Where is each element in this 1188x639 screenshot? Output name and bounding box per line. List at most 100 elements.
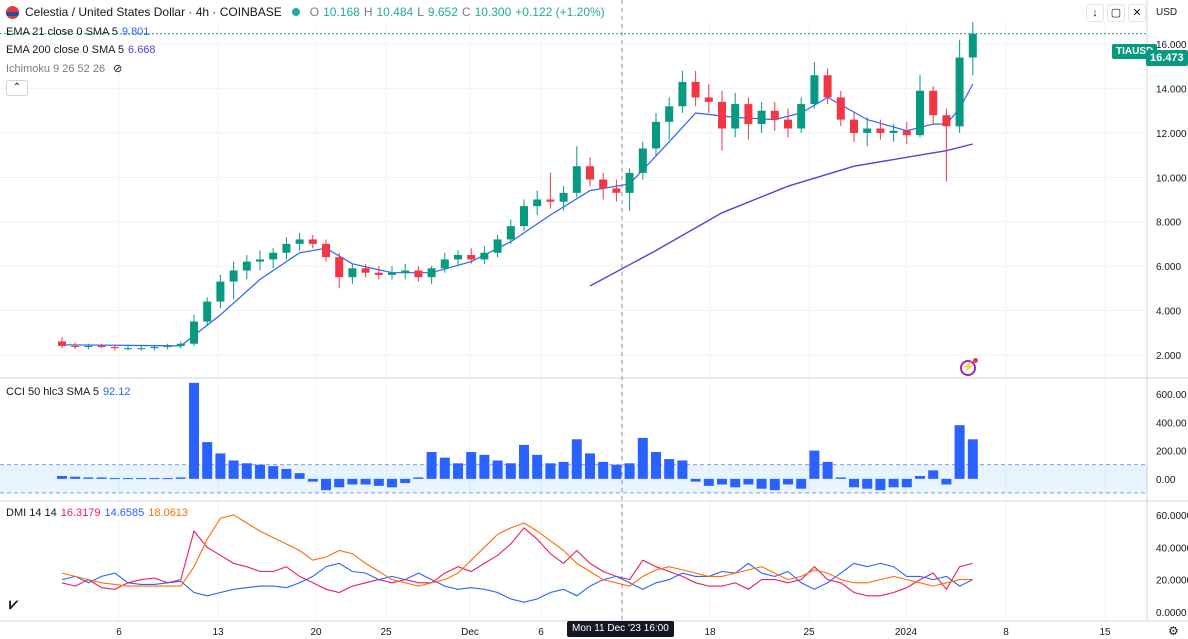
candle-body	[71, 345, 80, 348]
cci-bar	[413, 477, 424, 479]
axis-labels: 2.000 4.000 6.000 8.000 10.000 12.000 14.000 16…	[116, 40, 1188, 638]
cci-bar	[637, 437, 648, 479]
candle-body	[929, 90, 938, 116]
crosshair-time-label: Mon 11 Dec '23 16:00	[567, 621, 674, 637]
cci-bar	[822, 461, 833, 479]
cci-bar	[505, 463, 516, 479]
candle-body	[229, 270, 238, 282]
collapse-legend-button[interactable]: ⌃	[6, 80, 28, 96]
price-tick-label: 6.000	[1156, 262, 1181, 273]
cci-bar	[228, 460, 239, 479]
cci-bar	[175, 477, 186, 479]
candle-body	[256, 259, 264, 262]
candle-body	[586, 166, 594, 180]
time-tick-label: 2024	[895, 627, 918, 638]
pane-separators	[0, 0, 1188, 622]
cci-bar	[426, 452, 437, 479]
alert-flash-icon[interactable]: ⚡	[960, 358, 978, 376]
time-tick-label: 8	[1003, 627, 1009, 638]
cci-bar	[624, 463, 635, 479]
settings-gear-icon[interactable]: ⚙	[1168, 624, 1179, 638]
candle-body	[889, 130, 898, 133]
candle-body	[388, 272, 396, 275]
tradingview-logo-icon[interactable]: ⩗	[9, 596, 18, 613]
candle-body	[823, 75, 832, 98]
cci-bar	[479, 454, 490, 479]
cci-bar	[743, 478, 754, 485]
cci-bar	[651, 452, 661, 479]
candle-body	[401, 270, 410, 273]
candle-body	[612, 188, 621, 193]
price-tick-label: 16.000	[1156, 40, 1187, 51]
cci-bar	[281, 468, 292, 479]
cci-value: 92.12	[102, 386, 131, 398]
cci-bar	[809, 450, 820, 479]
candle-body	[137, 348, 146, 350]
candle-body	[348, 268, 357, 278]
candle-body	[454, 254, 462, 260]
candle-body	[559, 192, 568, 202]
cci-legend[interactable]: CCI 50 hlc3 SMA 5 92.12	[6, 386, 130, 398]
cci-bar	[215, 453, 226, 479]
time-tick-label: Dec	[461, 627, 479, 638]
cci-bar	[268, 466, 279, 479]
time-tick-label: 20	[310, 627, 322, 638]
close-pane-button[interactable]: ✕	[1128, 4, 1146, 22]
ohlc-open-label: O	[309, 5, 320, 19]
candle-body	[414, 270, 423, 278]
dmi-legend[interactable]: DMI 14 14 16.3179 14.6585 18.0613	[6, 507, 188, 519]
dmi-tick-label: 0.0000	[1156, 608, 1187, 619]
cci-bar	[677, 460, 688, 479]
time-tick-label: 25	[380, 627, 392, 638]
cci-bar	[360, 478, 371, 485]
currency-label[interactable]: USD	[1156, 7, 1178, 18]
cci-bar	[875, 478, 886, 491]
cci-bar	[954, 425, 965, 479]
cci-bar	[57, 476, 67, 479]
eye-hidden-icon[interactable]: ⊘	[113, 63, 123, 75]
cci-bar	[136, 478, 147, 480]
symbol-title[interactable]: Celestia / United States Dollar · 4h · C…	[25, 5, 282, 19]
candle-body	[665, 106, 674, 122]
time-tick-label: 18	[704, 627, 716, 638]
main-legend[interactable]: Celestia / United States Dollar · 4h · C…	[6, 5, 605, 19]
cci-bar	[756, 478, 767, 489]
candle-body	[493, 239, 502, 253]
dmi-tick-label: 60.0000	[1156, 511, 1188, 522]
dmi-adx-value: 18.0613	[148, 507, 189, 519]
time-tick-label: 13	[212, 627, 224, 638]
candle-body	[124, 348, 132, 350]
price-tick-label: 8.000	[1156, 218, 1181, 229]
ema200-legend[interactable]: EMA 200 close 0 SMA 5 6.668	[6, 44, 156, 56]
candle-body	[731, 104, 740, 129]
candle-body	[163, 345, 172, 348]
candle-body	[599, 179, 608, 189]
candle-body	[97, 345, 106, 348]
candle-body	[322, 243, 330, 258]
candle-body	[770, 110, 779, 120]
candle-body	[625, 172, 634, 193]
price-tick-label: 10.000	[1156, 173, 1187, 184]
dmi-tick-label: 20.0000	[1156, 576, 1188, 587]
ichimoku-legend[interactable]: Ichimoku 9 26 52 26 ⊘	[6, 62, 123, 76]
cci-bar	[558, 461, 569, 479]
candle-body	[916, 90, 924, 136]
candle-body	[863, 128, 872, 133]
maximize-pane-button[interactable]: ▢	[1107, 4, 1125, 22]
market-status-dot-icon	[291, 8, 300, 16]
cci-bar	[519, 444, 529, 479]
candle-body	[850, 119, 858, 133]
arrow-down-button[interactable]: ↓	[1086, 4, 1104, 22]
candle-body	[836, 97, 845, 120]
cci-bar	[373, 478, 384, 486]
ohlc-close-value: 10.300	[474, 5, 512, 19]
ema21-legend[interactable]: EMA 21 close 0 SMA 5 9.801	[6, 26, 149, 38]
cci-bar	[862, 478, 873, 489]
ohlc-low-value: 9.652	[427, 5, 458, 19]
dmi-tick-label: 40.0000	[1156, 543, 1188, 554]
cci-bar	[123, 478, 133, 480]
candle-body	[308, 239, 317, 244]
cci-bar	[901, 478, 912, 488]
candle-body	[480, 252, 489, 260]
